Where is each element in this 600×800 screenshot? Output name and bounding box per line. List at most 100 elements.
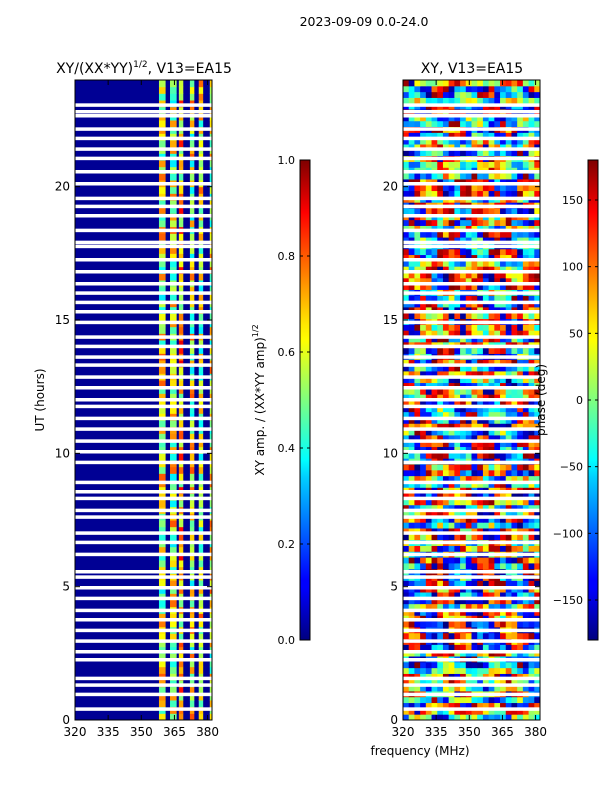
phase-cell xyxy=(488,679,495,686)
phase-cell xyxy=(494,562,501,570)
phase-cell xyxy=(448,254,455,261)
phase-cell xyxy=(460,510,467,517)
flagged-row xyxy=(75,136,212,141)
phase-cell xyxy=(431,231,438,238)
phase-cell xyxy=(454,475,461,482)
phase-cell xyxy=(482,533,490,541)
phase-cell xyxy=(414,603,421,610)
phase-cell xyxy=(500,493,507,500)
amplitude-cell xyxy=(178,160,184,168)
phase-cell xyxy=(454,382,461,389)
phase-cell xyxy=(500,667,507,674)
phase-cell xyxy=(408,301,415,308)
phase-cell xyxy=(488,301,495,308)
phase-cell xyxy=(414,504,421,512)
phase-cell xyxy=(534,254,541,261)
phase-cell xyxy=(403,80,410,87)
phase-cell xyxy=(500,260,507,267)
flagged-row xyxy=(403,676,540,681)
phase-cell xyxy=(505,365,512,372)
phase-cell xyxy=(482,149,490,157)
phase-cell xyxy=(494,301,501,308)
phase-cell xyxy=(488,266,495,273)
phase-cell xyxy=(431,714,438,721)
phase-cell xyxy=(511,237,518,244)
phase-cell xyxy=(403,592,410,599)
phase-cell xyxy=(442,231,450,238)
phase-cell xyxy=(437,237,444,244)
phase-cell xyxy=(448,91,455,98)
phase-cell xyxy=(517,173,524,180)
amplitude-cell xyxy=(178,693,184,701)
amplitude-panel: XY/(XX*YY)1/2, V13=EA15 320 335 350 365 3800… xyxy=(33,60,232,739)
amplitude-cell xyxy=(158,366,166,374)
amplitude-cell xyxy=(178,93,184,101)
phase-cell xyxy=(471,149,478,157)
phase-cell xyxy=(511,417,518,424)
phase-cell xyxy=(488,510,495,517)
amplitude-cell xyxy=(209,200,212,208)
phase-cell xyxy=(454,208,461,215)
phase-cell xyxy=(488,440,495,448)
phase-cell xyxy=(500,592,507,599)
phase-cell xyxy=(442,498,450,506)
phase-cell xyxy=(414,114,421,122)
amplitude-cell xyxy=(189,80,195,88)
phase-cell xyxy=(488,336,495,343)
flagged-row xyxy=(75,639,212,643)
phase-cell xyxy=(465,644,472,651)
phase-cell xyxy=(448,644,455,651)
phase-cell xyxy=(477,557,484,564)
phase-cell xyxy=(534,667,541,674)
amplitude-cell xyxy=(209,253,212,261)
phase-cell xyxy=(414,696,421,704)
phase-cell xyxy=(448,464,455,471)
phase-cell xyxy=(420,144,427,151)
phase-cell xyxy=(431,510,438,517)
phase-cell xyxy=(408,685,415,692)
phase-cell xyxy=(528,336,535,343)
phase-cell xyxy=(500,481,507,488)
phase-cell xyxy=(454,120,461,128)
flagged-row xyxy=(75,427,212,431)
amplitude-cell xyxy=(209,273,212,281)
phase-cell xyxy=(482,376,490,384)
amplitude-cell xyxy=(170,466,177,474)
phase-cell xyxy=(505,97,512,104)
phase-cell xyxy=(517,370,524,378)
phase-cell xyxy=(403,173,410,180)
phase-cell xyxy=(517,557,524,564)
phase-cell xyxy=(477,190,484,197)
amplitude-cell xyxy=(209,386,212,394)
phase-cell xyxy=(505,400,512,407)
phase-cell xyxy=(403,138,410,145)
phase-cell xyxy=(420,295,427,302)
phase-cell xyxy=(534,609,541,616)
amplitude-cell xyxy=(170,640,177,648)
amplitude-cell xyxy=(158,600,166,608)
phase-cell xyxy=(494,231,501,238)
phase-cell xyxy=(437,516,444,523)
phase-cell xyxy=(465,603,472,610)
phase-cell xyxy=(500,330,507,337)
phase-cell xyxy=(488,295,495,302)
phase-cell xyxy=(505,248,512,256)
flagged-row xyxy=(75,310,212,314)
phase-cell xyxy=(408,260,415,267)
phase-cell xyxy=(465,336,472,343)
phase-cell xyxy=(403,609,410,616)
phase-cell xyxy=(528,446,535,453)
phase-cell xyxy=(465,685,472,692)
phase-cell xyxy=(431,621,438,628)
phase-cell xyxy=(522,161,530,168)
amplitude-cell xyxy=(209,313,212,321)
phase-cell xyxy=(414,597,421,605)
amplitude-cell xyxy=(178,246,184,254)
phase-cell xyxy=(408,673,415,680)
phase-cell xyxy=(442,149,450,157)
phase-cell xyxy=(534,91,541,98)
x-tick-label: 350 xyxy=(458,725,481,739)
phase-cell xyxy=(482,91,490,98)
flagged-row xyxy=(403,439,540,443)
phase-cell xyxy=(471,522,478,529)
